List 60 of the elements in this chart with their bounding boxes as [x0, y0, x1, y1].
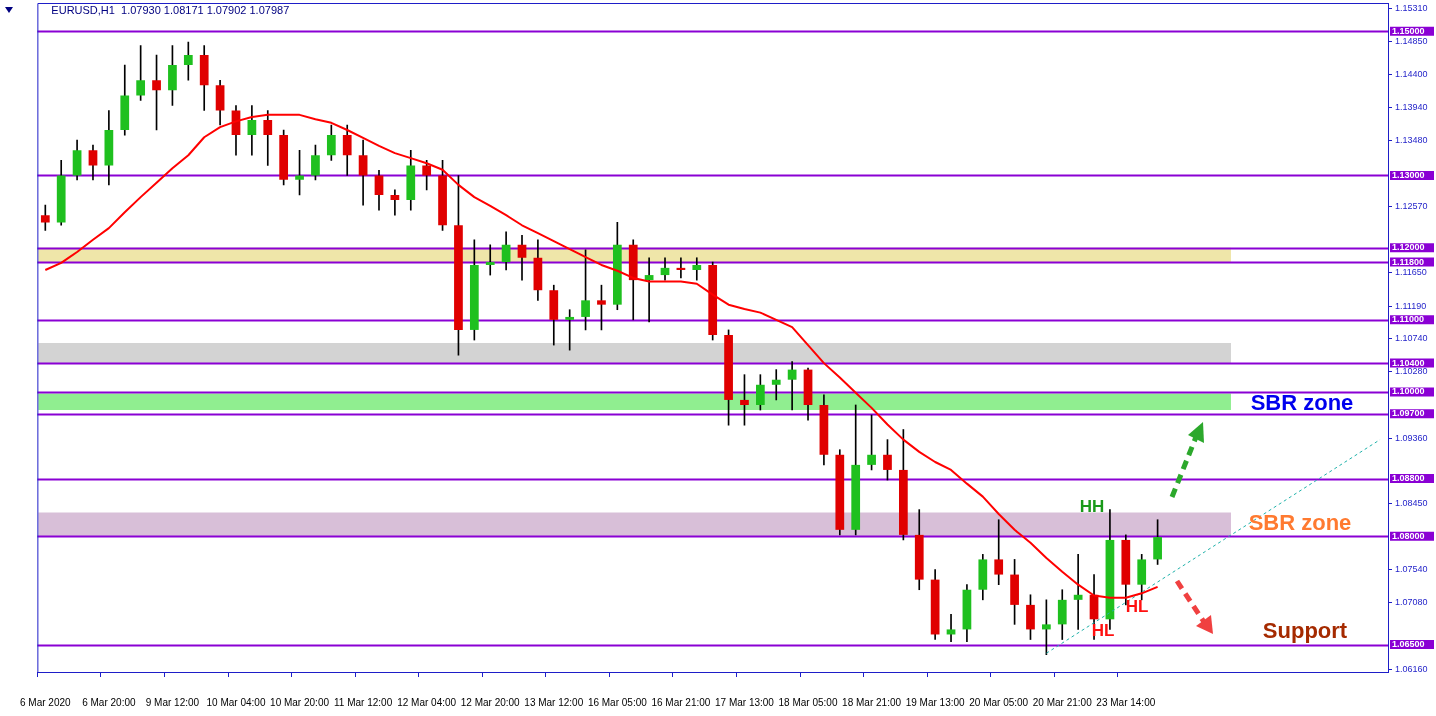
x-tick-label: 19 Mar 13:00: [905, 696, 966, 708]
y-tick-label: 1.10740: [1395, 333, 1428, 344]
ref-line-label: 1.12000: [1392, 242, 1425, 253]
y-tick-label: 1.07080: [1395, 597, 1428, 608]
ref-line-label: 1.06500: [1392, 639, 1425, 650]
annotation: Support: [1262, 618, 1348, 644]
x-tick-label: 6 Mar 2020: [20, 696, 72, 708]
x-tick-label: 12 Mar 20:00: [460, 696, 521, 708]
ref-line-label: 1.15000: [1392, 25, 1425, 36]
candlestick: [946, 613, 956, 643]
ref-line-label: 1.09700: [1392, 408, 1425, 419]
candlestick: [485, 244, 495, 276]
ref-line-label: 1.08000: [1392, 530, 1425, 541]
y-tick-label: 1.15310: [1395, 3, 1428, 14]
y-tick-label: 1.09360: [1395, 432, 1428, 443]
ref-line-label: 1.11800: [1392, 256, 1425, 267]
x-tick-label: 10 Mar 20:00: [270, 696, 330, 708]
ref-line-label: 1.11000: [1392, 314, 1425, 325]
ref-line-label: 1.10400: [1392, 357, 1425, 368]
y-tick-label: 1.14850: [1395, 36, 1428, 47]
y-tick-label: 1.06160: [1395, 663, 1428, 674]
y-tick-label: 1.13480: [1395, 135, 1428, 146]
candlestick: [565, 309, 575, 351]
ref-line-label: 1.13000: [1392, 169, 1425, 180]
y-tick-label: 1.07540: [1395, 564, 1428, 575]
x-tick-label: 18 Mar 05:00: [778, 696, 838, 708]
y-tick-label: 1.10280: [1395, 366, 1428, 377]
candlestick: [644, 257, 654, 323]
x-tick-label: 17 Mar 13:00: [714, 696, 775, 708]
annotation: SBR zone: [1248, 510, 1352, 536]
annotation: SBR zone: [1250, 390, 1354, 416]
x-tick-label: 16 Mar 21:00: [651, 696, 711, 708]
y-tick-label: 1.14400: [1395, 68, 1428, 79]
y-tick-label: 1.11650: [1395, 267, 1427, 278]
chart-title: EURUSD,H1 1.07930 1.08171 1.07902 1.07987: [51, 4, 290, 17]
x-tick-label: 16 Mar 05:00: [587, 696, 648, 708]
x-tick-label: 9 Mar 12:00: [145, 696, 200, 708]
annotation: HH: [1079, 496, 1105, 516]
ref-line-label: 1.10000: [1392, 386, 1425, 397]
candlestick: [771, 369, 781, 401]
y-tick-label: 1.08450: [1395, 498, 1428, 509]
x-tick-label: 13 Mar 12:00: [524, 696, 584, 708]
annotation: HL: [1125, 596, 1149, 616]
candlestick: [390, 189, 400, 216]
x-tick-label: 20 Mar 05:00: [969, 696, 1029, 708]
x-tick-label: 11 Mar 12:00: [334, 696, 393, 708]
x-tick-label: 18 Mar 21:00: [842, 696, 902, 708]
ref-line-label: 1.08800: [1392, 473, 1425, 484]
candlestick: [692, 257, 702, 281]
candlestick: [1073, 554, 1083, 630]
y-tick-label: 1.11190: [1395, 300, 1427, 311]
y-tick-label: 1.12570: [1395, 201, 1428, 211]
x-tick-label: 20 Mar 21:00: [1032, 696, 1093, 708]
candlestick: [787, 361, 797, 411]
x-tick-label: 12 Mar 04:00: [397, 696, 457, 708]
x-tick-label: 6 Mar 20:00: [82, 696, 136, 708]
x-tick-label: 10 Mar 04:00: [206, 696, 266, 708]
y-tick-label: 1.13940: [1395, 102, 1428, 113]
candlestick: [994, 519, 1004, 586]
x-tick-label: 23 Mar 14:00: [1096, 696, 1156, 708]
